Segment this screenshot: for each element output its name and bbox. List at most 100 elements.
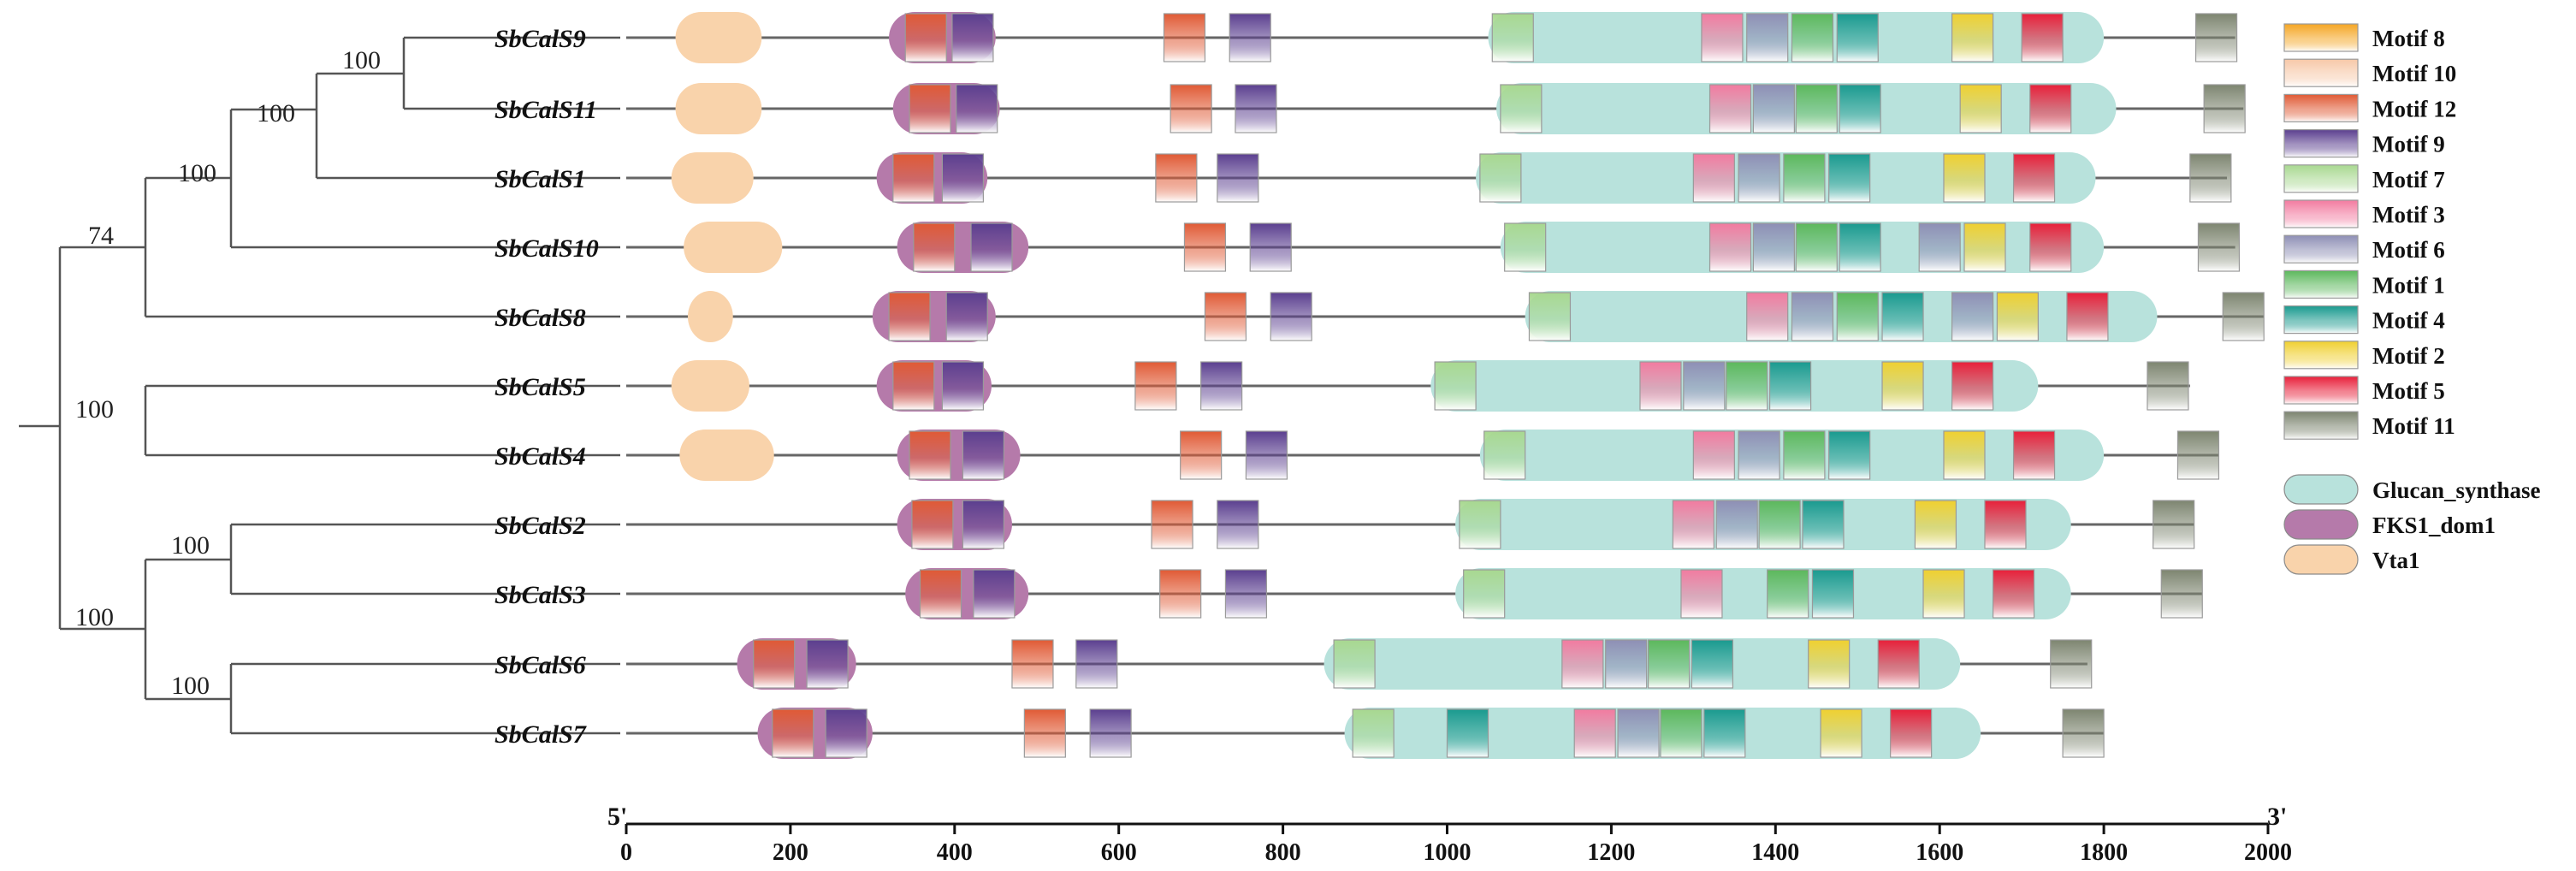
- protein-label: SbCalS5: [494, 373, 586, 401]
- motif-motif-9: [1235, 84, 1277, 133]
- legend-label: Motif 11: [2372, 413, 2455, 439]
- motif-motif-7: [1333, 639, 1376, 689]
- motif-motif-4: [1836, 13, 1879, 62]
- protein-label: SbCalS11: [494, 96, 597, 124]
- motif-motif-12: [1180, 430, 1223, 480]
- legend-swatch-motif-9: [2283, 129, 2359, 158]
- motif-motif-5: [1877, 639, 1920, 689]
- legend-swatch-motif-10: [2283, 58, 2359, 87]
- motif-motif-5: [2012, 430, 2056, 480]
- motif-motif-3: [1692, 430, 1735, 480]
- motif-motif-3: [1708, 84, 1752, 133]
- motif-motif-12: [1023, 708, 1066, 758]
- domain-vta1: [684, 222, 783, 273]
- axis-tick-label: 2000: [2244, 839, 2292, 866]
- motif-motif-12: [1151, 500, 1193, 549]
- motif-motif-1: [1726, 361, 1768, 411]
- protein-label: SbCalS7: [494, 720, 587, 749]
- motif-motif-4: [1446, 708, 1489, 758]
- motif-motif-9: [1224, 569, 1268, 619]
- motif-motif-6: [1683, 361, 1726, 411]
- protein-row-sbcals5: SbCalS5: [494, 360, 2190, 412]
- motif-motif-2: [1914, 500, 1957, 549]
- motif-motif-12: [1170, 84, 1212, 133]
- motif-motif-5: [1984, 500, 2027, 549]
- motif-motif-4: [1828, 430, 1871, 480]
- bootstrap-value: 100: [171, 531, 210, 560]
- motif-motif-9: [962, 500, 1004, 549]
- motif-motif-12: [772, 708, 814, 758]
- motif-motif-9: [1217, 153, 1259, 203]
- legend-swatch-glucan-synthase: [2283, 474, 2359, 505]
- motif-motif-7: [1463, 569, 1506, 619]
- phylogenetic-tree: [19, 36, 620, 735]
- motif-motif-5: [2021, 13, 2064, 62]
- legend-swatch-motif-8: [2283, 23, 2359, 52]
- motif-motif-6: [1738, 430, 1780, 480]
- motif-motif-12: [753, 639, 796, 689]
- motif-motif-2: [1881, 361, 1924, 411]
- motif-motif-2: [1996, 292, 2039, 341]
- motif-motif-12: [1011, 639, 1054, 689]
- motif-motif-11: [2189, 153, 2232, 203]
- protein-label: SbCalS10: [494, 234, 599, 263]
- motif-motif-7: [1504, 222, 1547, 272]
- bootstrap-value: 100: [75, 603, 114, 631]
- axis-tick-label: 1000: [1424, 839, 1472, 866]
- motif-motif-6: [1752, 84, 1795, 133]
- protein-row-sbcals10: SbCalS10: [494, 222, 2241, 273]
- protein-row-sbcals6: SbCalS6: [494, 638, 2093, 690]
- motif-motif-3: [1639, 361, 1682, 411]
- motif-motif-3: [1692, 153, 1735, 203]
- motif-motif-9: [962, 430, 1004, 480]
- motif-motif-11: [2203, 84, 2246, 133]
- motif-motif-4: [1691, 639, 1734, 689]
- legend-label: FKS1_dom1: [2372, 513, 2496, 538]
- motif-motif-5: [2029, 84, 2072, 133]
- motif-motif-6: [1951, 292, 1994, 341]
- motif-motif-9: [941, 361, 985, 411]
- five-prime-label: 5': [607, 803, 627, 831]
- legend-label: Motif 9: [2372, 132, 2445, 157]
- motif-motif-5: [2066, 292, 2109, 341]
- bootstrap-value: 100: [171, 672, 210, 700]
- motif-motif-12: [892, 153, 935, 203]
- motif-motif-12: [1204, 292, 1247, 341]
- motif-motif-2: [1943, 153, 1986, 203]
- motif-motif-9: [951, 13, 994, 62]
- protein-row-sbcals3: SbCalS3: [494, 568, 2203, 619]
- motif-motif-12: [892, 361, 935, 411]
- motif-motif-12: [1183, 222, 1227, 272]
- domain-vta1: [675, 12, 762, 63]
- protein-row-sbcals11: SbCalS11: [494, 83, 2246, 134]
- motif-motif-9: [1089, 708, 1132, 758]
- motif-motif-9: [956, 84, 998, 133]
- motif-motif-5: [2012, 153, 2056, 203]
- protein-label: SbCalS8: [494, 304, 586, 332]
- three-prime-label: 3': [2267, 803, 2287, 831]
- motif-motif-9: [970, 222, 1013, 272]
- legend-label: Glucan_synthase: [2372, 477, 2541, 503]
- motif-motif-1: [1758, 500, 1801, 549]
- axis-tick-label: 600: [1101, 839, 1137, 866]
- legend-swatch-vta1: [2283, 544, 2359, 575]
- motif-motif-6: [1617, 708, 1660, 758]
- position-axis: 5' 3' 0 200 400 600 800 1000 1200 1400 1600 1800 2…: [607, 803, 2292, 866]
- motif-motif-3: [1561, 639, 1604, 689]
- motif-motif-3: [1680, 569, 1723, 619]
- motif-motif-9: [941, 153, 985, 203]
- motif-motif-11: [2176, 430, 2220, 480]
- motif-motif-2: [1959, 84, 2002, 133]
- protein-row-sbcals4: SbCalS4: [494, 430, 2220, 481]
- legend-label: Motif 1: [2372, 272, 2445, 298]
- motif-motif-12: [888, 292, 931, 341]
- axis-tick-label: 1800: [2080, 839, 2128, 866]
- motif-motif-6: [1715, 500, 1758, 549]
- motif-motif-9: [1217, 500, 1259, 549]
- motif-motif-3: [1708, 222, 1752, 272]
- motif-motif-1: [1836, 292, 1879, 341]
- motif-motif-1: [1783, 153, 1826, 203]
- legend-swatch-motif-6: [2283, 234, 2359, 264]
- motif-motif-7: [1479, 153, 1522, 203]
